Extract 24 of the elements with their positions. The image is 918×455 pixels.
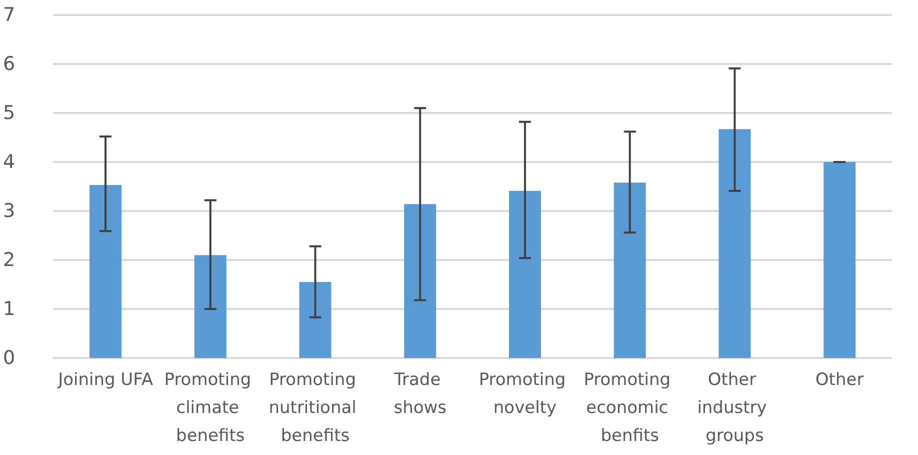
- x-tick-label: Promoting novelty: [478, 370, 572, 418]
- y-tick-label: 1: [2, 298, 16, 320]
- y-tick-label: 7: [2, 4, 16, 26]
- y-tick-label: 5: [2, 102, 16, 124]
- x-tick-label: Trade shows: [393, 370, 447, 418]
- x-tick-label: Promoting nutritional benefits: [268, 370, 362, 446]
- y-tick-label: 0: [2, 347, 16, 369]
- bar: [90, 185, 122, 358]
- x-tick-label: Joining UFA: [57, 370, 154, 390]
- bar: [404, 204, 436, 358]
- bar: [194, 255, 226, 358]
- x-tick-label: Other industry groups: [697, 370, 772, 446]
- bar: [508, 190, 541, 358]
- y-tick-label: 4: [2, 151, 16, 173]
- bar: [824, 162, 856, 358]
- x-tick-label: Promoting economic benfits: [584, 370, 676, 446]
- bar: [299, 282, 332, 358]
- x-tick-label: Promoting climate benefits: [164, 370, 257, 446]
- y-tick-label: 3: [2, 200, 16, 222]
- bar: [614, 182, 646, 358]
- y-tick-label: 2: [2, 249, 16, 271]
- bar: [718, 129, 751, 358]
- x-tick-label: Other: [815, 370, 864, 390]
- y-tick-label: 6: [2, 53, 16, 75]
